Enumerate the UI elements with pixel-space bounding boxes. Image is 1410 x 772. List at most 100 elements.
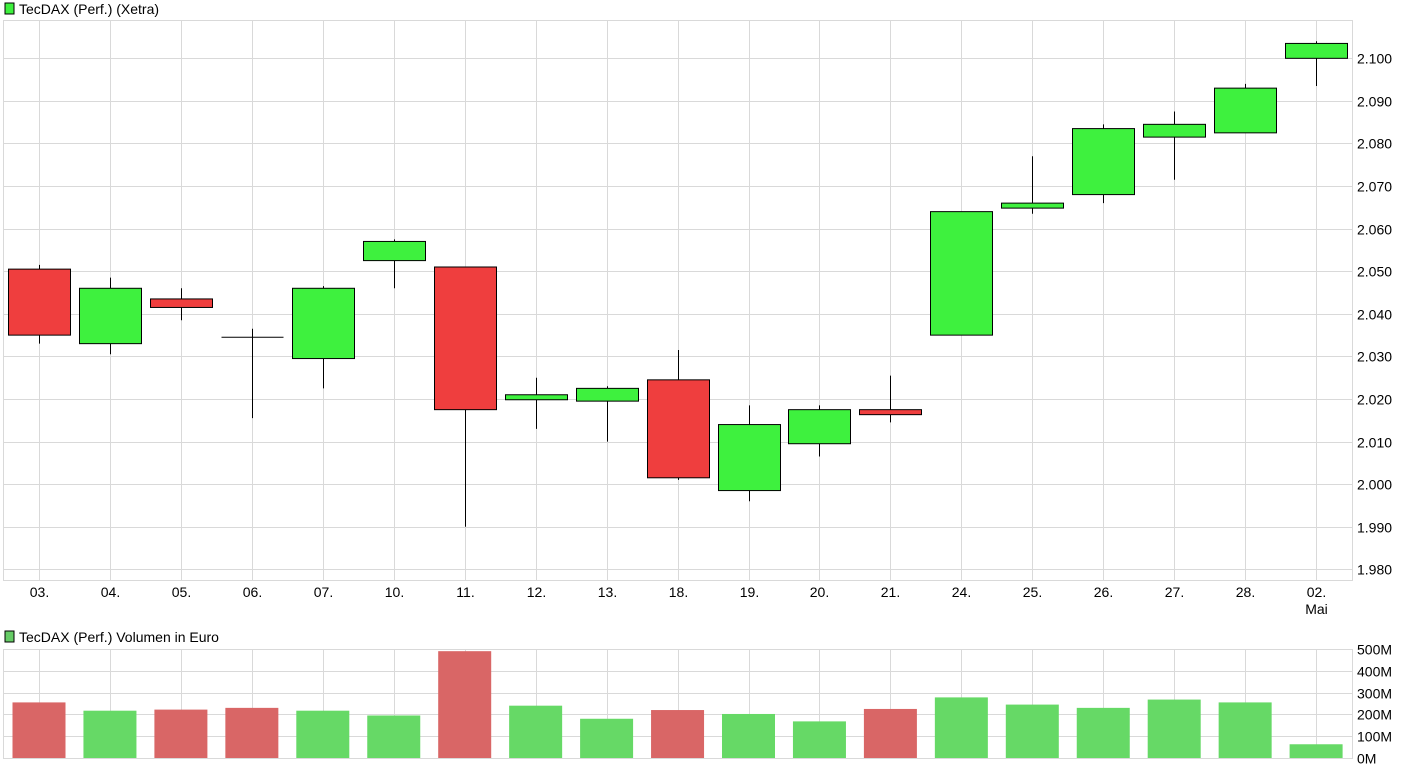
volume-bar xyxy=(792,721,846,758)
price-y-tick-label: 2.060 xyxy=(1357,222,1392,238)
volume-bar-series xyxy=(12,651,1343,758)
volume-y-tick-label: 200M xyxy=(1357,707,1392,723)
candle-body xyxy=(859,409,922,416)
candle xyxy=(1001,156,1064,214)
price-x-tick-label: 21. xyxy=(881,584,900,600)
candle-body xyxy=(434,266,497,411)
volume-bar xyxy=(154,709,208,758)
price-x-tick-label: 27. xyxy=(1165,584,1184,600)
price-y-tick-label: 2.010 xyxy=(1357,435,1392,451)
volume-y-axis: 0M 100M 200M 300M 400M 500M xyxy=(1357,642,1392,767)
volume-bar xyxy=(1289,744,1343,758)
volume-y-tick-label: 100M xyxy=(1357,729,1392,745)
volume-bar xyxy=(438,651,492,758)
volume-bar xyxy=(83,710,137,758)
price-x-axis: 03. 04. 05. 06. 07. 10. 11. 12. 13. 18. 19. 20. 21. 2… xyxy=(30,584,1328,617)
candle xyxy=(1214,83,1277,134)
price-x-tick-label: 10. xyxy=(385,584,404,600)
volume-bar xyxy=(12,702,66,758)
volume-bar xyxy=(367,715,421,758)
price-legend-swatch xyxy=(4,2,15,15)
candlestick-series xyxy=(8,41,1348,527)
volume-y-tick-label: 500M xyxy=(1357,642,1392,658)
candle xyxy=(1072,124,1135,204)
candle-body xyxy=(363,240,426,262)
candle-body xyxy=(1214,87,1277,134)
price-x-tick-label: 19. xyxy=(740,584,759,600)
volume-bar xyxy=(580,718,634,758)
candle xyxy=(788,405,851,457)
price-x-tick-label: 04. xyxy=(101,584,120,600)
price-y-axis: 1.980 1.990 2.000 2.010 2.020 2.030 2.040 2.050… xyxy=(1357,51,1392,578)
price-x-tick-label: 06. xyxy=(243,584,262,600)
price-x-tick-label: 20. xyxy=(810,584,829,600)
volume-y-tick-label: 0M xyxy=(1357,751,1376,767)
volume-bar xyxy=(863,708,917,758)
price-x-tick-label: 26. xyxy=(1094,584,1113,600)
candle xyxy=(8,264,71,344)
price-y-tick-label: 2.000 xyxy=(1357,477,1392,493)
price-x-tick-label: 02. xyxy=(1307,584,1326,600)
candle-body xyxy=(1285,42,1348,59)
volume-bar xyxy=(225,707,279,758)
volume-panel: TecDAX (Perf.) Volumen in Euro 0M 100M 200… xyxy=(3,629,1392,767)
price-y-tick-label: 2.070 xyxy=(1357,179,1392,195)
volume-bar xyxy=(1147,699,1201,758)
candle xyxy=(1143,111,1206,180)
candle xyxy=(292,286,355,389)
price-x-tick-label: 25. xyxy=(1023,584,1042,600)
candle-body xyxy=(150,298,213,308)
volume-chart-title: TecDAX (Perf.) Volumen in Euro xyxy=(19,629,219,645)
candle-body xyxy=(1001,202,1064,209)
candle-body xyxy=(505,394,568,401)
volume-bar xyxy=(651,710,705,758)
price-y-tick-label: 1.980 xyxy=(1357,562,1392,578)
candle xyxy=(434,266,497,527)
volume-bar xyxy=(509,705,563,758)
volume-bar xyxy=(1218,702,1272,758)
candle-body xyxy=(788,409,851,445)
volume-y-tick-label: 400M xyxy=(1357,664,1392,680)
price-y-tick-label: 2.050 xyxy=(1357,264,1392,280)
candle-body xyxy=(8,268,71,336)
candle xyxy=(505,377,568,429)
candle xyxy=(1285,41,1348,87)
candle xyxy=(859,375,922,423)
candle-body xyxy=(718,424,781,492)
candle-body xyxy=(292,287,355,360)
volume-bar xyxy=(296,710,350,758)
price-y-tick-label: 2.020 xyxy=(1357,392,1392,408)
candle-body xyxy=(576,387,639,402)
price-y-tick-label: 2.100 xyxy=(1357,51,1392,67)
price-y-tick-label: 2.090 xyxy=(1357,94,1392,110)
volume-bar xyxy=(934,697,988,758)
volume-bar xyxy=(722,713,775,758)
candle xyxy=(221,328,284,419)
price-x-tick-label: 28. xyxy=(1236,584,1255,600)
price-x-tick-label: 18. xyxy=(669,584,688,600)
price-x-tick-label: 24. xyxy=(952,584,971,600)
price-x-tick-label: 11. xyxy=(456,584,474,600)
candle-body xyxy=(1072,128,1135,196)
price-y-tick-label: 2.040 xyxy=(1357,307,1392,323)
candle-body xyxy=(647,379,710,479)
candle xyxy=(930,211,993,336)
candle xyxy=(363,239,426,289)
candle-body xyxy=(930,211,993,336)
candle xyxy=(718,405,781,502)
price-y-tick-label: 1.990 xyxy=(1357,520,1392,536)
volume-y-tick-label: 300M xyxy=(1357,686,1392,702)
candle xyxy=(647,350,710,480)
volume-bar xyxy=(1076,707,1130,758)
candle-body xyxy=(1143,123,1206,138)
candle xyxy=(576,386,639,442)
price-x-tick-label: 07. xyxy=(314,584,333,600)
price-x-tick-sublabel: Mai xyxy=(1305,601,1328,617)
price-x-tick-label: 05. xyxy=(172,584,191,600)
volume-legend-swatch xyxy=(4,630,15,643)
price-chart-title: TecDAX (Perf.) (Xetra) xyxy=(19,1,159,17)
price-x-tick-label: 03. xyxy=(30,584,49,600)
price-panel: TecDAX (Perf.) (Xetra) 1.980 1.990 2.000 2.… xyxy=(3,1,1392,617)
volume-bar xyxy=(1005,704,1059,758)
